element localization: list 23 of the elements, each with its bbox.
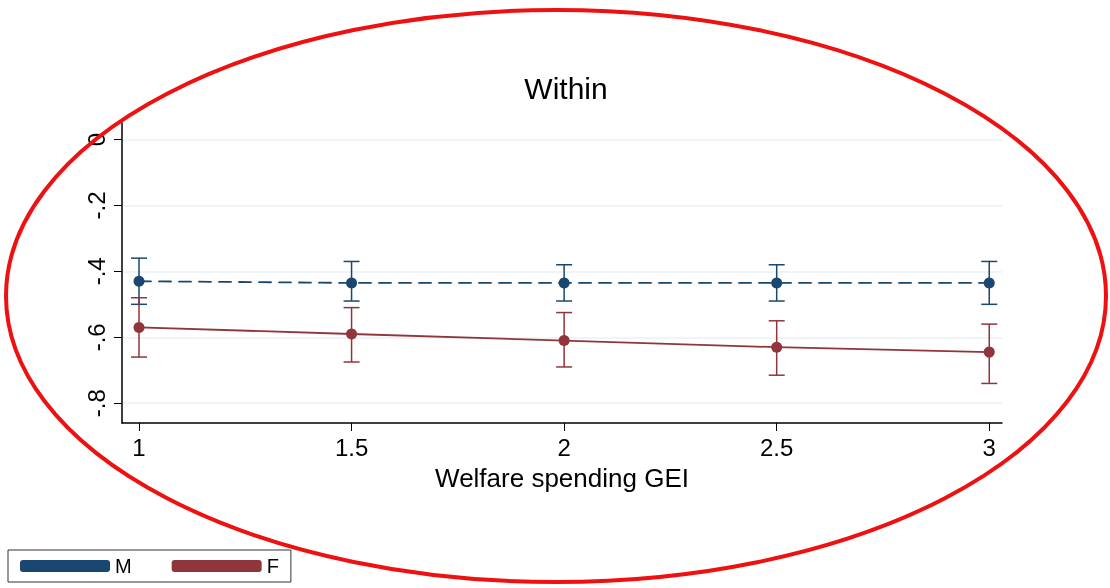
point [346, 277, 358, 289]
point [983, 277, 995, 289]
x-axis-title: Welfare spending GEI [435, 463, 689, 493]
y-tick-label: -.2 [82, 191, 110, 220]
point [983, 346, 995, 358]
x-tick-label: 1.5 [334, 433, 369, 461]
chart-title: Within [524, 71, 608, 105]
point [771, 341, 783, 353]
y-tick-label: -.4 [82, 257, 110, 286]
point [558, 277, 570, 289]
point [771, 277, 783, 289]
point [558, 335, 570, 347]
legend-label: M [115, 555, 132, 577]
x-tick-label: 2 [557, 433, 571, 461]
point [133, 275, 145, 287]
legend-label: F [266, 555, 279, 577]
y-tick-label: -.8 [82, 389, 110, 418]
x-tick-label: 3 [982, 433, 996, 461]
x-tick-label: 2.5 [760, 433, 794, 461]
y-tick-label: -.6 [82, 323, 110, 352]
point [133, 321, 145, 333]
x-tick-label: 1 [132, 433, 146, 461]
point [346, 328, 358, 340]
